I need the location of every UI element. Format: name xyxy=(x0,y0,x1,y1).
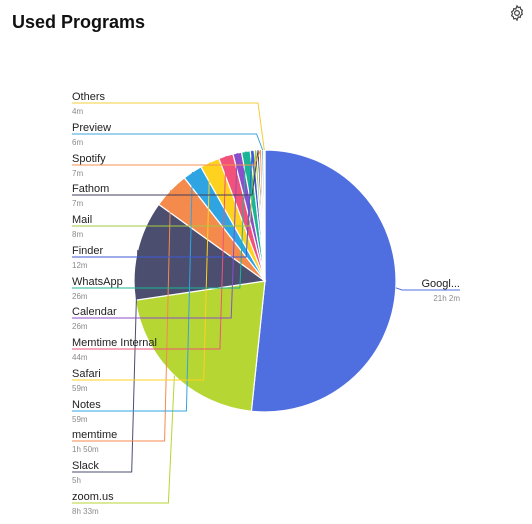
slice-label-12: Spotify 7m xyxy=(72,149,261,178)
slice-value-9: 12m xyxy=(72,261,88,270)
slice-value-5: 59m xyxy=(72,384,88,393)
slice-label-1: zoom.us 8h 33m xyxy=(72,375,175,516)
slice-name-13: Preview xyxy=(72,122,111,134)
slice-name-2: Slack xyxy=(72,460,99,472)
slice-label-10: Mail 8m xyxy=(72,150,257,239)
slice-label-4: Notes 59m xyxy=(72,171,193,424)
slice-value-3: 1h 50m xyxy=(72,445,99,454)
slice-label-7: Calendar 26m xyxy=(72,152,238,331)
slice-name-14: Others xyxy=(72,91,106,103)
page-title: Used Programs xyxy=(12,12,146,32)
leader-line-0 xyxy=(395,287,460,291)
slice-name-3: memtime xyxy=(72,429,117,441)
leader-line-10 xyxy=(72,150,257,227)
slice-label-13: Preview 6m xyxy=(72,122,264,151)
slice-name-0: Googl... xyxy=(421,278,460,290)
slice-label-8: WhatsApp 26m xyxy=(72,151,247,301)
leader-line-3 xyxy=(72,190,172,442)
slice-label-3: memtime 1h 50m xyxy=(72,190,172,454)
slice-value-4: 59m xyxy=(72,415,88,424)
slice-name-10: Mail xyxy=(72,214,92,226)
leader-line-9 xyxy=(72,150,253,258)
leader-line-12 xyxy=(72,149,261,166)
leader-line-1 xyxy=(72,375,175,504)
slice-value-8: 26m xyxy=(72,292,88,301)
pie-slice-14[interactable] xyxy=(263,149,266,282)
slice-name-5: Safari xyxy=(72,368,101,380)
slice-label-0: Googl... 21h 2m xyxy=(395,278,460,303)
slice-label-14: Others 4m xyxy=(72,91,265,151)
slice-name-12: Spotify xyxy=(72,153,106,165)
slice-label-5: Safari 59m xyxy=(72,162,211,393)
leader-line-5 xyxy=(72,162,211,381)
slice-value-11: 7m xyxy=(72,199,83,208)
slice-label-11: Fathom 7m xyxy=(72,150,259,208)
slice-name-4: Notes xyxy=(72,399,101,411)
leader-line-7 xyxy=(72,152,238,319)
slice-name-8: WhatsApp xyxy=(72,276,123,288)
slice-label-9: Finder 12m xyxy=(72,150,253,270)
leader-line-2 xyxy=(72,249,139,473)
pie-slice-0[interactable] xyxy=(250,149,397,413)
slice-value-0: 21h 2m xyxy=(433,294,460,303)
leader-line-11 xyxy=(72,150,259,196)
leader-line-13 xyxy=(72,133,264,151)
slice-value-2: 5h xyxy=(72,476,81,485)
slice-value-13: 6m xyxy=(72,138,83,147)
leader-line-6 xyxy=(72,155,227,350)
leader-line-8 xyxy=(72,151,247,289)
slice-name-11: Fathom xyxy=(72,183,109,195)
slice-label-2: Slack 5h xyxy=(72,249,139,485)
slice-name-6: Memtime Internal xyxy=(72,337,157,349)
slice-value-10: 8m xyxy=(72,230,83,239)
slice-value-6: 44m xyxy=(72,353,88,362)
slice-label-6: Memtime Internal 44m xyxy=(72,155,227,362)
slice-name-1: zoom.us xyxy=(72,491,114,503)
gear-icon[interactable] xyxy=(508,4,526,22)
leader-line-14 xyxy=(72,102,265,151)
slice-name-9: Finder xyxy=(72,245,104,257)
slice-name-7: Calendar xyxy=(72,306,117,318)
slice-value-12: 7m xyxy=(72,169,83,178)
slice-value-14: 4m xyxy=(72,107,83,116)
slice-value-1: 8h 33m xyxy=(72,507,99,516)
slice-value-7: 26m xyxy=(72,322,88,331)
leader-line-4 xyxy=(72,171,193,412)
